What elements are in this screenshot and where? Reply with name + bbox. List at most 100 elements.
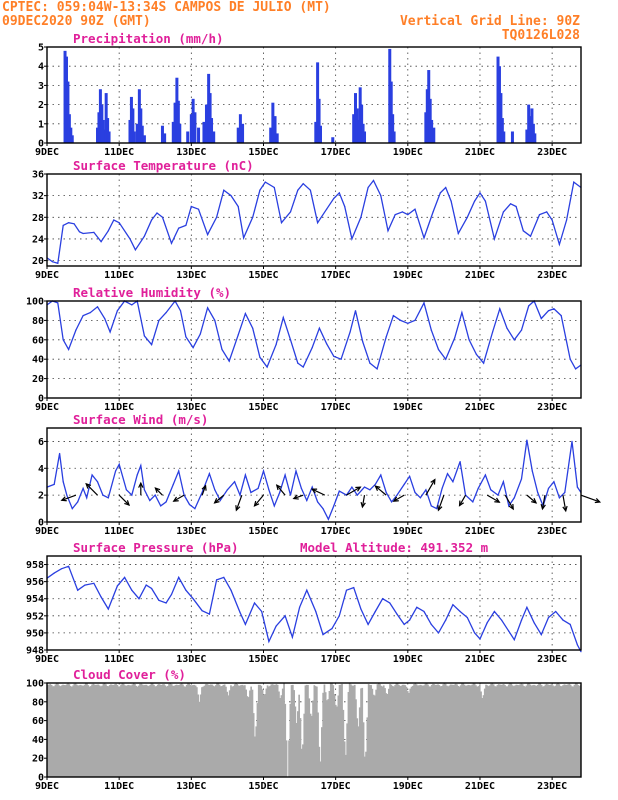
series-point <box>68 565 70 567</box>
cloud-bar <box>356 718 359 777</box>
series-point <box>369 489 371 491</box>
series-point <box>560 315 562 317</box>
cloud-bar <box>260 685 263 777</box>
cloud-bar <box>250 686 252 777</box>
series-point <box>59 452 61 455</box>
cloud-bar <box>367 684 370 777</box>
wind-arrow <box>214 494 225 504</box>
x-tick-label: 11DEC <box>104 781 134 792</box>
series-point <box>385 336 387 338</box>
cloud-bar <box>499 684 501 777</box>
wind-arrow <box>85 483 98 496</box>
series-point <box>178 470 180 472</box>
y-tick-label: 28 <box>32 213 44 224</box>
cloud-bar <box>131 684 134 777</box>
precip-bar <box>269 127 273 143</box>
cloud-bar <box>350 684 352 777</box>
series-line <box>46 179 582 265</box>
series-point <box>403 483 405 485</box>
cloud-bar <box>117 686 120 777</box>
series-point <box>107 497 109 499</box>
cloud-bar <box>159 684 162 777</box>
series-point <box>151 219 153 221</box>
cloud-bar <box>223 684 226 777</box>
cloud-bar <box>523 685 525 777</box>
cloud-bar <box>76 684 78 777</box>
x-tick-label: 11DEC <box>104 526 134 537</box>
cloud-bar <box>193 684 196 777</box>
cloud-bar <box>307 685 309 777</box>
y-tick-label: 3 <box>38 81 44 92</box>
precip-bar <box>392 131 396 143</box>
series-point <box>387 230 389 232</box>
cloud-bar <box>525 685 528 777</box>
cloud-bar <box>401 684 404 777</box>
precip-bar <box>533 133 537 143</box>
cloud-bar <box>521 684 524 777</box>
wind-arrow-head <box>430 478 436 485</box>
y-tick-label: 0 <box>38 139 44 150</box>
wind-arrow <box>504 494 514 510</box>
cloud-bar <box>168 684 170 777</box>
cloud-bar <box>53 686 55 777</box>
cloud-bar <box>553 686 556 777</box>
series-point <box>547 487 550 489</box>
precip-bar <box>430 119 434 143</box>
cloud-bar <box>415 684 418 777</box>
series-point <box>129 238 131 240</box>
model-altitude: Model Altitude: 491.352 m <box>300 540 489 555</box>
series-point <box>299 606 301 608</box>
series-point <box>457 232 459 235</box>
panel-frame <box>46 46 582 144</box>
cloud-bar <box>68 684 71 777</box>
cloud-bar <box>300 748 303 777</box>
cloud-bar <box>568 683 571 777</box>
cloud-bar <box>372 694 375 777</box>
cloud-bar <box>427 684 429 777</box>
series-point <box>520 329 523 331</box>
series-point <box>558 243 561 245</box>
series-point <box>452 604 454 606</box>
series-point <box>353 587 355 589</box>
series-point <box>573 181 575 183</box>
y-tick-label: 60 <box>32 716 44 727</box>
series-point <box>513 339 515 341</box>
cloud-bar <box>290 685 293 777</box>
cloud-bar <box>576 683 578 777</box>
precip-bar <box>502 131 506 143</box>
cloud-bar <box>231 686 234 777</box>
cloud-bar <box>294 706 297 777</box>
series-point <box>100 596 102 598</box>
series-point <box>57 262 59 264</box>
x-tick-label: 21DEC <box>465 526 495 537</box>
series-point <box>57 302 59 304</box>
series-point <box>414 208 416 210</box>
cloud-bar <box>211 684 213 777</box>
x-tick-label: 15DEC <box>248 526 278 537</box>
cloud-bar <box>318 746 321 777</box>
cloud-bar <box>103 683 106 777</box>
series-point <box>185 336 187 338</box>
precip-bar <box>132 131 136 143</box>
precip-bar <box>197 127 201 143</box>
series-point <box>62 339 64 341</box>
series-point <box>372 179 375 182</box>
cloud-bar <box>63 685 66 777</box>
series-point <box>194 508 196 510</box>
series-point <box>131 494 133 496</box>
panel-title: Surface Temperature (nC) <box>73 158 254 173</box>
series-point <box>75 329 77 331</box>
series-point <box>230 195 232 197</box>
series-point <box>452 481 454 483</box>
cloud-bar <box>110 684 112 777</box>
cloud-bar <box>165 686 168 777</box>
series-point <box>66 494 68 496</box>
y-tick-label: 948 <box>26 646 44 657</box>
y-tick-label: 100 <box>26 297 44 308</box>
x-tick-label: 13DEC <box>176 402 206 413</box>
series-point <box>179 310 182 312</box>
cloud-bar <box>239 685 241 777</box>
cloud-bar <box>191 685 193 777</box>
series-point <box>96 481 99 483</box>
cloud-bar <box>528 683 530 777</box>
